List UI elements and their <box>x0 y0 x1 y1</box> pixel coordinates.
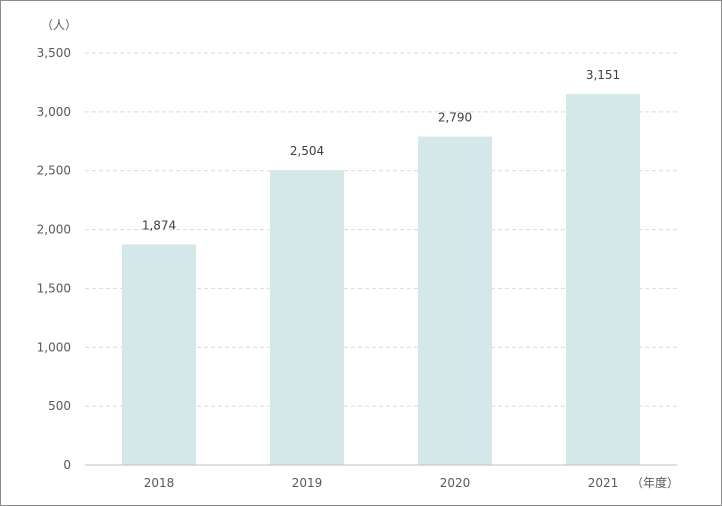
bar-2020 <box>418 136 492 465</box>
y-tick-label: 2,000 <box>37 223 71 237</box>
x-tick-label: 2020 <box>440 476 471 490</box>
y-tick-label: 3,500 <box>37 46 71 60</box>
y-tick-label: 1,000 <box>37 340 71 354</box>
y-tick-label: 3,000 <box>37 105 71 119</box>
data-labels: 1,874 2,504 2,790 3,151 <box>142 68 620 232</box>
x-tick-label: 2021 <box>588 476 619 490</box>
data-label: 1,874 <box>142 218 176 232</box>
x-tick-label: 2018 <box>144 476 175 490</box>
y-tick-label: 0 <box>63 458 71 472</box>
y-tick-label: 1,500 <box>37 281 71 295</box>
y-tick-label: 2,500 <box>37 164 71 178</box>
y-axis-unit-label: （人） <box>41 18 77 32</box>
data-label: 3,151 <box>586 68 620 82</box>
y-axis-tick-labels: 0 500 1,000 1,500 2,000 2,500 3,000 3,500 <box>37 46 71 472</box>
x-axis-tick-labels: 2018 2019 2020 2021 <box>144 476 619 490</box>
bar-2018 <box>122 244 196 465</box>
data-label: 2,504 <box>290 144 324 158</box>
bar-2019 <box>270 170 344 466</box>
y-tick-label: 500 <box>48 399 71 413</box>
x-axis-unit-label: （年度） <box>631 475 679 490</box>
bar-2021 <box>566 94 640 466</box>
x-tick-label: 2019 <box>292 476 323 490</box>
data-label: 2,790 <box>438 111 472 125</box>
bars <box>122 94 640 466</box>
